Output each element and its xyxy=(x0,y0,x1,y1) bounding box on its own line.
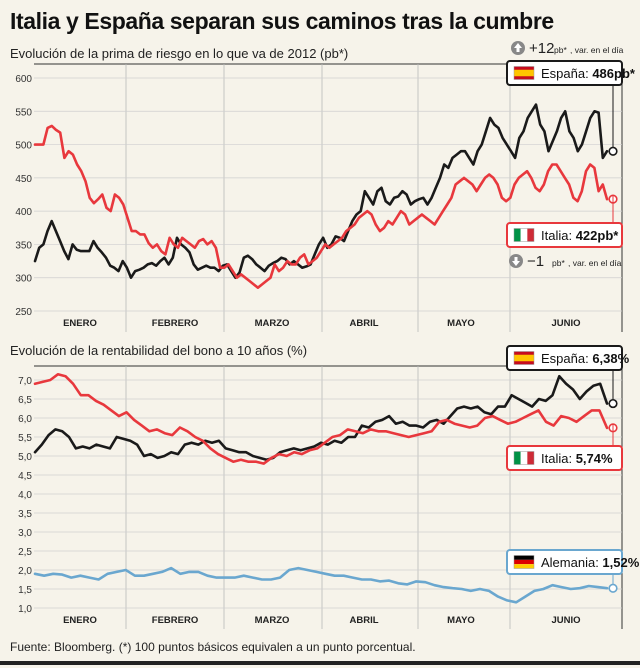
source-note: Fuente: Bloomberg. (*) 100 puntos básico… xyxy=(10,640,416,654)
y-tick-label: 250 xyxy=(15,307,32,318)
y-tick-label: 1,5 xyxy=(18,585,32,596)
y-tick-label: 500 xyxy=(15,141,32,152)
badge-italia: Italia: 422pb* xyxy=(506,222,623,248)
main-title: Italia y España separan sus caminos tras… xyxy=(10,8,554,34)
badge-box xyxy=(506,445,623,471)
month-label: ABRIL xyxy=(349,318,378,329)
change-down: −1 pb*, var. en el día xyxy=(509,253,622,270)
badge-value: 1,52% xyxy=(602,555,639,570)
badge-italia: Italia: 5,74% xyxy=(506,445,623,471)
badge-españa: España: 6,38% xyxy=(506,345,630,371)
y-tick-label: 4,0 xyxy=(18,490,32,501)
badge-box xyxy=(506,60,623,86)
series-line-españa xyxy=(33,103,609,279)
y-tick-label: 300 xyxy=(15,274,32,285)
series-line-italia xyxy=(33,124,609,289)
y-tick-label: 2,0 xyxy=(18,566,32,577)
badge-box xyxy=(506,222,623,248)
y-tick-label: 600 xyxy=(15,74,32,85)
badge-value: 422pb* xyxy=(576,228,620,243)
month-label: MAYO xyxy=(447,318,475,329)
y-tick-label: 5,0 xyxy=(18,452,32,463)
badge-country: Italia: xyxy=(541,228,576,243)
badge-text: Alemania: 1,52% xyxy=(541,555,640,570)
badge-text: Italia: 5,74% xyxy=(541,451,613,466)
badge-text: España: 486pb* xyxy=(541,66,636,81)
badge-country: España: xyxy=(541,351,592,366)
series-end-marker xyxy=(608,398,618,409)
badge-country: Italia: xyxy=(541,451,576,466)
y-tick-label: 3,5 xyxy=(18,509,32,520)
y-tick-label: 350 xyxy=(15,240,32,251)
month-label: JUNIO xyxy=(551,318,580,329)
month-label: MAYO xyxy=(447,615,475,626)
badge-box xyxy=(506,549,623,575)
month-label: MARZO xyxy=(255,318,290,329)
change-note: , var. en el día xyxy=(570,45,624,55)
y-tick-label: 4,5 xyxy=(18,471,32,482)
change-value: −1 xyxy=(527,253,544,270)
y-tick-label: 400 xyxy=(15,207,32,218)
y-tick-label: 450 xyxy=(15,174,32,185)
change-unit: pb* xyxy=(552,258,565,268)
chart1-title: Evolución de la prima de riesgo en lo qu… xyxy=(10,46,349,61)
y-tick-label: 550 xyxy=(15,107,32,118)
y-tick-label: 1,0 xyxy=(18,604,32,615)
month-label: ABRIL xyxy=(349,615,378,626)
change-note: , var. en el día xyxy=(568,258,622,268)
series-line-españa xyxy=(33,374,609,462)
month-label: MARZO xyxy=(255,615,290,626)
month-label: ENERO xyxy=(63,615,97,626)
badge-text: Italia: 422pb* xyxy=(541,228,619,243)
badge-value: 6,38% xyxy=(592,351,629,366)
change-unit: pb* xyxy=(554,45,567,55)
bottom-rule xyxy=(0,661,640,665)
series-line-alemania xyxy=(33,566,609,604)
month-label: JUNIO xyxy=(551,615,580,626)
badge-value: 5,74% xyxy=(576,451,613,466)
month-label: ENERO xyxy=(63,318,97,329)
badge-text: España: 6,38% xyxy=(541,351,630,366)
badge-españa: España: 486pb* xyxy=(506,60,636,86)
y-tick-label: 7,0 xyxy=(18,376,32,387)
badge-alemania: Alemania: 1,52% xyxy=(506,549,640,575)
y-tick-label: 6,5 xyxy=(18,395,32,406)
badge-country: España: xyxy=(541,66,592,81)
series-end-marker xyxy=(608,146,618,156)
month-label: FEBRERO xyxy=(152,318,198,329)
y-tick-label: 2,5 xyxy=(18,547,32,558)
y-tick-label: 5,5 xyxy=(18,433,32,444)
change-value: +12 xyxy=(529,40,554,57)
change-up: +12 pb*, var. en el día xyxy=(511,40,624,57)
month-label: FEBRERO xyxy=(152,615,198,626)
chart2-title: Evolución de la rentabilidad del bono a … xyxy=(10,343,308,358)
badge-country: Alemania: xyxy=(541,555,602,570)
y-tick-label: 6,0 xyxy=(18,414,32,425)
y-tick-label: 3,0 xyxy=(18,528,32,539)
series-line-italia xyxy=(33,373,609,465)
badge-value: 486pb* xyxy=(592,66,636,81)
series-end-marker xyxy=(608,583,618,593)
badge-box xyxy=(506,345,623,371)
